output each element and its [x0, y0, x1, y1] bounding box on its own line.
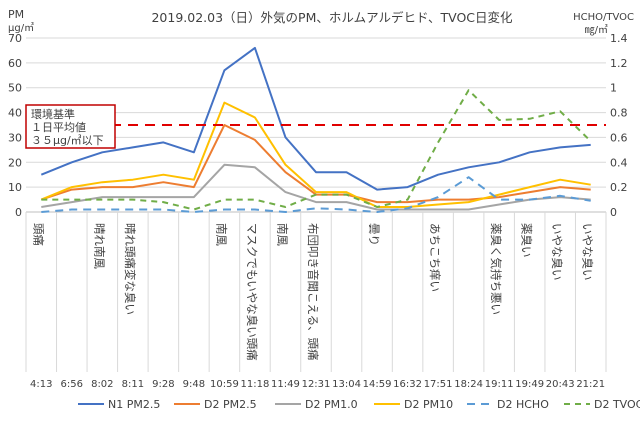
x-note-label: 晴れ南風 — [92, 223, 106, 269]
x-tick-label: 9:28 — [152, 379, 174, 390]
y-left-tick-label: 20 — [8, 156, 22, 169]
x-note-15: 薬臭く気持ち悪い — [489, 223, 503, 315]
x-tick-label: 19:11 — [485, 379, 514, 390]
y-right-tick-label: 0.4 — [610, 156, 628, 169]
series-line-n1-pm2-5 — [40, 46, 591, 191]
x-tick-label: 11:18 — [241, 379, 270, 390]
x-tick-label: 10:59 — [210, 379, 239, 390]
x-tick-label: 12:31 — [302, 379, 331, 390]
x-axis-notes: 頭痛 晴れ南風 晴れ頭痛変な臭い 南風 マスクでもいやな臭い頭痛 南風 布団叩き音聞こえる、… — [31, 223, 594, 361]
x-note-18: いやな臭い — [581, 223, 595, 281]
y-right-label-quantity: HCHO/TVOC — [573, 12, 634, 23]
x-note-label: 薬臭い — [520, 223, 534, 258]
x-note-label: 布団叩き音聞こえる、頭痛 — [306, 223, 320, 361]
x-tick-label: 9:48 — [183, 379, 205, 390]
x-tick-label: 19:49 — [515, 379, 544, 390]
y-right-tick-label: 0.2 — [610, 181, 628, 194]
legend-label: N1 PM2.5 — [108, 398, 160, 411]
x-note-label: いやな臭い — [550, 223, 564, 281]
x-tick-label: 16:32 — [393, 379, 422, 390]
x-note-9: 布団叩き音聞こえる、頭痛 — [306, 223, 320, 361]
x-note-label: 南風 — [214, 223, 228, 246]
series-line-d2-pm10 — [40, 101, 591, 208]
x-note-0: 頭痛 — [31, 223, 45, 246]
x-tick-label: 17:51 — [424, 379, 453, 390]
x-tick-label: 21:21 — [576, 379, 605, 390]
y-right-tick-label: 0.8 — [610, 107, 628, 120]
x-note-2: 晴れ南風 — [92, 223, 106, 269]
y-right-tick-label: 1.4 — [610, 32, 628, 45]
x-note-17: いやな臭い — [550, 223, 564, 281]
y-left-tick-label: 0 — [15, 206, 22, 219]
x-note-6: 南風 — [214, 223, 228, 246]
y-left-tick-label: 70 — [8, 32, 22, 45]
legend-label: D2 PM2.5 — [204, 398, 257, 411]
y-right-tick-label: 0.6 — [610, 131, 628, 144]
gridlines — [26, 37, 606, 213]
x-tick-label: 20:43 — [546, 379, 575, 390]
y-left-label-quantity: PM — [8, 8, 24, 21]
x-note-label: マスクでもいやな臭い頭痛 — [245, 223, 259, 361]
reference-box-line-1: 環境基準 — [31, 107, 75, 121]
legend-label: D2 HCHO — [497, 398, 549, 411]
legend-label: D2 TVOC — [594, 398, 640, 411]
x-note-13: あちこち痒い — [428, 223, 442, 292]
x-note-label: 薬臭く気持ち悪い — [489, 223, 503, 315]
series-line-d2-hcho — [41, 176, 591, 213]
y-left-tick-label: 30 — [8, 131, 22, 144]
x-tick-label: 8:11 — [122, 379, 144, 390]
y-left-tick-label: 40 — [8, 107, 22, 120]
x-note-7: マスクでもいやな臭い頭痛 — [245, 223, 259, 361]
y-right-tick-label: 1 — [610, 82, 617, 95]
series-layer — [40, 46, 592, 213]
y-left-tick-label: 10 — [8, 181, 22, 194]
x-tick-label: 8:02 — [91, 379, 113, 390]
y-left-tick-label: 50 — [8, 82, 22, 95]
x-tick-label: 14:59 — [363, 379, 392, 390]
legend: N1 PM2.5 D2 PM2.5 D2 PM1.0 D2 PM10 D2 HCHO D2… — [78, 398, 640, 411]
y-left-tick-label: 60 — [8, 57, 22, 70]
y-right-tick-label: 0 — [610, 206, 617, 219]
x-note-label: 南風 — [276, 223, 290, 246]
x-note-label: あちこち痒い — [428, 223, 442, 292]
x-note-label: 晴れ頭痛変な臭い — [123, 223, 137, 315]
x-note-8: 南風 — [276, 223, 290, 246]
x-tick-label: 13:04 — [332, 379, 361, 390]
x-tick-label: 11:49 — [271, 379, 300, 390]
x-axis-categories: 4:13 6:56 8:02 8:11 9:28 9:48 10:59 11:18 11:49 1… — [25, 212, 607, 390]
y-axis-left-ticks: 0 10 20 30 40 50 60 70 — [8, 32, 22, 219]
legend-label: D2 PM10 — [404, 398, 453, 411]
y-right-tick-label: 1.2 — [610, 57, 628, 70]
series-line-d2-tvoc — [41, 89, 592, 211]
x-tick-label: 18:24 — [454, 379, 483, 390]
y-axis-right-ticks: 0 0.2 0.4 0.6 0.8 1 1.2 1.4 — [610, 32, 628, 219]
x-note-3: 晴れ頭痛変な臭い — [123, 223, 137, 315]
x-note-label: 曇り — [367, 223, 381, 246]
legend-label: D2 PM1.0 — [305, 398, 358, 411]
x-tick-label: 4:13 — [30, 379, 52, 390]
x-note-label: いやな臭い — [581, 223, 595, 281]
x-note-16: 薬臭い — [520, 223, 534, 258]
x-tick-label: 6:56 — [61, 379, 83, 390]
x-note-11: 曇り — [367, 223, 381, 246]
x-note-label: 頭痛 — [31, 223, 45, 246]
reference-box: 環境基準 １日平均値 ３５μg/㎥以下 — [25, 104, 116, 149]
reference-box-line-2: １日平均値 — [31, 121, 86, 134]
reference-box-line-3: ３５μg/㎥以下 — [31, 134, 104, 147]
series-line-d2-pm1-0 — [41, 163, 591, 211]
reference-box-frame — [25, 104, 116, 149]
chart-title: 2019.02.03（日）外気のPM、ホルムアルデヒド、TVOC日変化 — [151, 10, 513, 25]
y-right-label-unit: ㎎/㎥ — [585, 23, 608, 36]
y-left-label-unit: μg/㎥ — [8, 21, 34, 34]
